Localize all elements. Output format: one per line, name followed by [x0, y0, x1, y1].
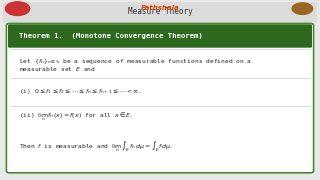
Text: (i) $0 \leq f_1 \leq f_2 \leq \cdots \leq f_n \leq f_{n+1} \leq \cdots < \infty.: (i) $0 \leq f_1 \leq f_2 \leq \cdots \le…: [19, 87, 142, 96]
Text: Theorem 1.  (Monotone Convergence Theorem): Theorem 1. (Monotone Convergence Theorem…: [19, 33, 203, 39]
Circle shape: [5, 2, 30, 15]
Circle shape: [292, 3, 313, 14]
Text: measurable set $E$ and: measurable set $E$ and: [19, 65, 96, 73]
Text: Measure Theory: Measure Theory: [128, 7, 192, 16]
FancyBboxPatch shape: [6, 23, 314, 173]
FancyBboxPatch shape: [3, 2, 317, 22]
Text: Then $f$ is measurable and $\lim_n \int_E f_n\,d\mu = \int_E f\,d\mu.$: Then $f$ is measurable and $\lim_n \int_…: [19, 140, 173, 154]
FancyBboxPatch shape: [8, 24, 312, 48]
Text: (ii) $\lim_n f_n(x) = f(x)$ for all $x \in E.$: (ii) $\lim_n f_n(x) = f(x)$ for all $x \…: [19, 111, 133, 123]
Text: Let $\{f_n\}_{n\in\mathbb{N}}$ be a sequence of measurable functions defined on : Let $\{f_n\}_{n\in\mathbb{N}}$ be a sequ…: [19, 57, 252, 66]
Text: Pathshala: Pathshala: [140, 4, 180, 11]
